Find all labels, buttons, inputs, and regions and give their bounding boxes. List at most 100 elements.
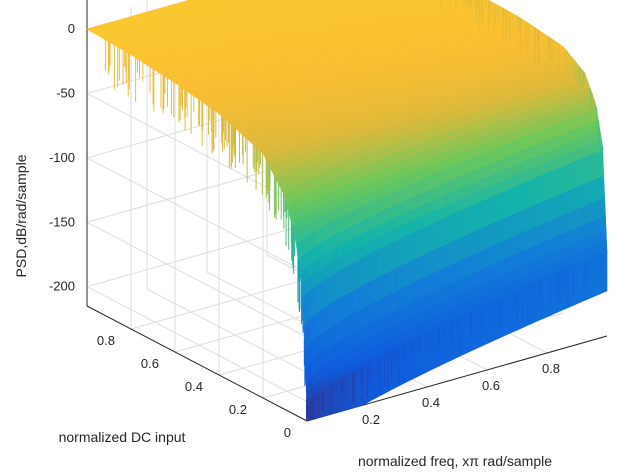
surface-patch [522, 207, 531, 234]
surface-patch [373, 299, 381, 323]
z-tick-label: 0 [68, 21, 75, 36]
y-tick-label: 0 [284, 425, 291, 440]
surface-patch [597, 175, 606, 202]
surface-patch [423, 274, 431, 297]
surface-patch [403, 261, 412, 288]
surface-patch [547, 196, 556, 223]
surface-patch [454, 260, 463, 283]
surface-patch [409, 258, 418, 285]
y-tick-label: 0.8 [97, 333, 115, 348]
surface-patch [422, 252, 431, 279]
surface-patch [566, 210, 575, 233]
surface-patch [598, 197, 606, 220]
surface-patch [504, 237, 513, 260]
surface-patch [353, 286, 362, 314]
x-tick-label: 0.8 [542, 361, 560, 376]
z-tick-label: -200 [49, 279, 75, 294]
surface-patch [398, 286, 406, 310]
surface-patch [397, 264, 406, 291]
surface-patch [390, 267, 399, 294]
grid-line [86, 157, 308, 274]
surface-patch [441, 265, 450, 289]
surface-patch [434, 246, 443, 273]
surface-patch [559, 191, 568, 217]
surface-patch [565, 188, 574, 215]
surface-patch [523, 229, 531, 252]
surface-patch [475, 306, 483, 350]
surface-patch [528, 204, 537, 231]
z-tick-label: -100 [49, 150, 75, 165]
surface-patch [459, 234, 468, 262]
surface-patch [448, 263, 456, 286]
surface-patch [541, 221, 550, 244]
surface-patch [481, 303, 489, 347]
surface-patch [362, 362, 370, 406]
surface-patch [347, 289, 356, 318]
surface-patch [372, 276, 381, 304]
surface-patch [498, 240, 506, 263]
surface-patch [431, 327, 439, 370]
surface-patch [515, 210, 524, 236]
surface-patch [491, 243, 500, 266]
surface-patch [569, 265, 577, 308]
surface-patch [331, 380, 339, 415]
surface-patch [460, 257, 469, 280]
surface-patch [573, 208, 581, 230]
surface-patch [344, 372, 352, 411]
surface-patch [359, 283, 368, 311]
surface-patch [487, 301, 495, 344]
surface-patch [378, 273, 387, 301]
surface-patch [590, 178, 599, 204]
surface-patch [334, 297, 343, 325]
x-axis-label: normalized freq, xπ rad/sample [358, 453, 552, 469]
surface-patch [531, 281, 539, 324]
surface-patch [490, 220, 499, 247]
surface-patch [385, 293, 394, 316]
surface-patch [591, 200, 600, 222]
x-tick-label: 0.6 [482, 378, 500, 393]
surface-patch [592, 218, 601, 236]
surface-patch [516, 232, 525, 254]
z-tick-label: -150 [49, 214, 75, 229]
surface-patch [535, 224, 544, 246]
z-axis-label: PSD,dB/rad/sample [13, 154, 29, 277]
surface-patch [548, 218, 556, 241]
surface-patch [465, 232, 474, 259]
surface-patch [466, 254, 475, 277]
x-tick-label: 0.4 [422, 395, 440, 410]
surface-patch [322, 304, 331, 333]
surface-patch [416, 277, 425, 301]
surface-patch [575, 262, 583, 305]
grid-line [86, 221, 308, 338]
surface-patch [478, 226, 487, 253]
surface-patch [391, 289, 400, 313]
surface-patch [365, 279, 374, 307]
surface-patch [429, 271, 438, 294]
surface-patch [497, 218, 506, 245]
surface-patch [503, 215, 512, 242]
surface-patch [572, 186, 581, 212]
x-tick-label: 0.2 [362, 412, 380, 427]
surface-patch [509, 212, 518, 239]
surface-patch [479, 248, 488, 271]
surface-patch [379, 296, 388, 319]
surface-patch [529, 226, 538, 249]
surface-patch [473, 251, 481, 274]
surface-patch [453, 237, 462, 264]
y-tick-label: 0.6 [141, 356, 159, 371]
surface-patch [584, 180, 593, 207]
surface-patch [553, 193, 562, 220]
surface-patch [384, 270, 393, 298]
surface-patch [440, 243, 449, 270]
surface-patch [410, 280, 419, 304]
surface-patch [544, 276, 552, 319]
grid-line [86, 286, 308, 403]
surface-patch [485, 246, 494, 268]
surface-patch [534, 201, 543, 228]
surface-patch [360, 306, 369, 329]
surface-patch [328, 300, 337, 329]
y-tick-label: 0.2 [229, 402, 247, 417]
surface-patch [554, 216, 563, 238]
surface-patch [315, 308, 324, 338]
